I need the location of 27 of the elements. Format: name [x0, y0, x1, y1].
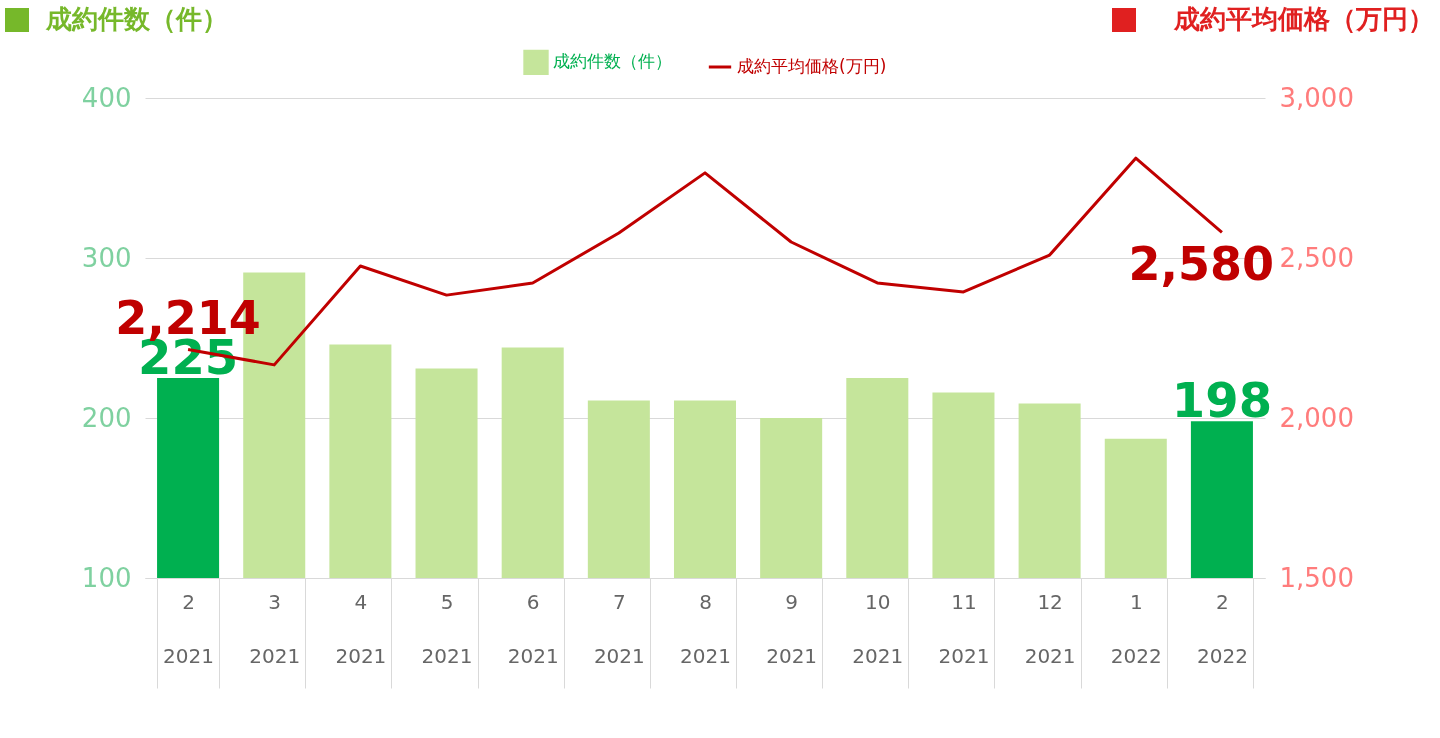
category-label: 8 2021 [680, 589, 731, 668]
y2-tick-label: 2,500 [1279, 242, 1354, 273]
data-label: 2,580 [1128, 237, 1274, 292]
category-label: 5 2021 [421, 589, 473, 668]
y-tick-label: 300 [81, 242, 132, 273]
legend-label: 成約平均価格(万円) [737, 56, 887, 76]
category-label: 10 2021 [852, 589, 904, 668]
y2-tick-label: 1,500 [1279, 562, 1354, 593]
y-tick-label: 200 [81, 402, 132, 433]
y2-tick-label: 3,000 [1279, 82, 1354, 113]
category-label: 3 2021 [249, 589, 301, 668]
y-tick-label: 100 [81, 562, 132, 593]
category-label: 2 2022 [1196, 589, 1248, 668]
y-tick-label: 400 [81, 82, 132, 113]
y-axis-title: 成約件数（件） [44, 3, 228, 34]
category-label: 1 2022 [1110, 589, 1162, 668]
y2-tick-label: 2,000 [1279, 402, 1354, 433]
legend-label: 成約件数（件） [553, 51, 672, 72]
category-label: 7 2021 [593, 589, 645, 668]
data-label: 198 [1171, 372, 1273, 429]
category-label: 6 2021 [507, 589, 559, 668]
y2-axis-title: 成約平均価格（万円） [1172, 3, 1434, 34]
category-label: 4 2021 [335, 589, 387, 668]
category-label: 11 2021 [938, 589, 990, 668]
category-label: 2 2021 [163, 589, 215, 668]
category-label: 9 2021 [766, 589, 818, 668]
category-label: 12 2021 [1024, 589, 1076, 668]
